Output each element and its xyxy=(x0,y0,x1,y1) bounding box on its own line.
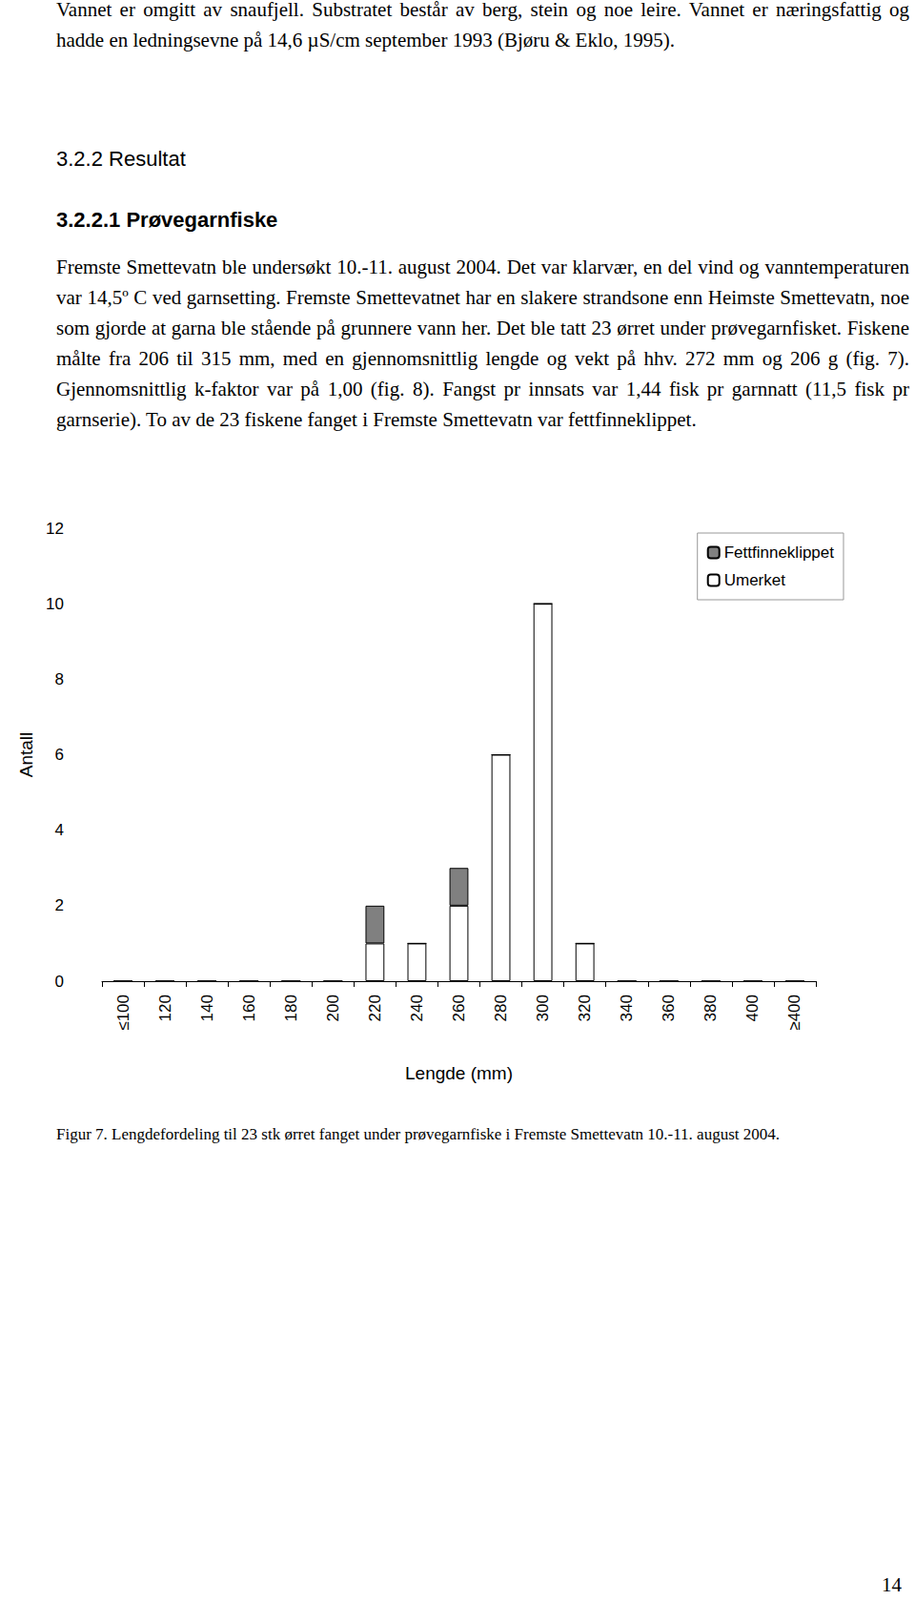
svg-text:Umerket: Umerket xyxy=(724,570,787,590)
svg-text:12: 12 xyxy=(45,519,64,538)
svg-text:220: 220 xyxy=(366,994,385,1021)
svg-text:280: 280 xyxy=(491,994,510,1021)
html-text:Fremste Smettevatn ble undersø: Fremste Smettevatn ble undersøkt 10.-11.… xyxy=(56,255,910,431)
svg-text:Antall: Antall xyxy=(16,732,37,778)
svg-text:140: 140 xyxy=(198,994,217,1021)
svg-text:400: 400 xyxy=(743,994,762,1021)
svg-text:≥400: ≥400 xyxy=(785,994,804,1031)
svg-text:360: 360 xyxy=(659,994,678,1021)
svg-text:6: 6 xyxy=(55,745,64,764)
html-text:3.2.2.1 Prøvegarnfiske: 3.2.2.1 Prøvegarnfiske xyxy=(56,207,278,232)
svg-text:340: 340 xyxy=(617,994,636,1021)
svg-text:120: 120 xyxy=(156,994,175,1021)
svg-text:380: 380 xyxy=(701,994,720,1021)
svg-text:180: 180 xyxy=(282,994,301,1021)
svg-text:10: 10 xyxy=(45,594,64,613)
svg-text:200: 200 xyxy=(324,994,343,1021)
svg-text:≤100: ≤100 xyxy=(114,994,133,1031)
html-text:Figur 7. Lengdefordeling til 2: Figur 7. Lengdefordeling til 23 stk ørre… xyxy=(56,1124,780,1143)
svg-text:160: 160 xyxy=(240,994,259,1021)
svg-text:260: 260 xyxy=(449,994,468,1021)
html-text:3.2.2 Resultat: 3.2.2 Resultat xyxy=(56,146,186,171)
html-text:14: 14 xyxy=(881,1572,902,1596)
svg-text:300: 300 xyxy=(533,994,552,1021)
svg-text:Fettfinneklippet: Fettfinneklippet xyxy=(724,543,835,562)
svg-text:4: 4 xyxy=(55,820,64,839)
svg-text:320: 320 xyxy=(575,994,594,1021)
svg-text:Lengde (mm): Lengde (mm) xyxy=(405,1062,513,1083)
svg-text:240: 240 xyxy=(407,994,427,1021)
svg-text:0: 0 xyxy=(55,972,64,991)
svg-text:2: 2 xyxy=(55,895,64,915)
svg-text:8: 8 xyxy=(55,670,64,689)
